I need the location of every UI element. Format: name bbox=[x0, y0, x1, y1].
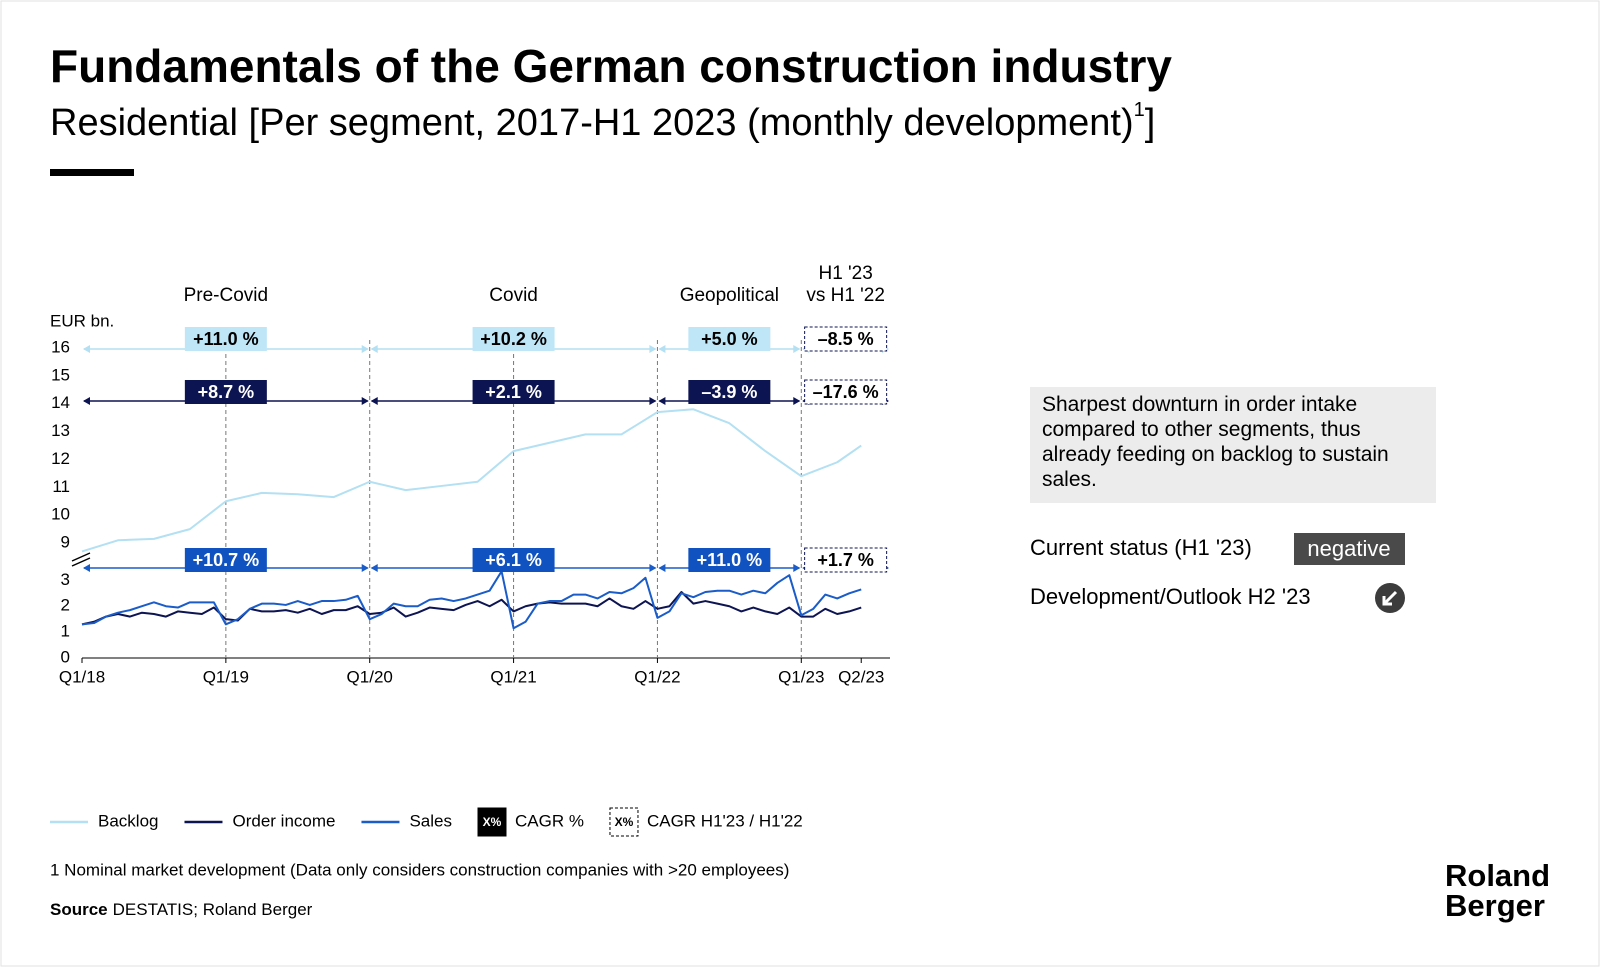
cagr-label: +5.0 % bbox=[701, 329, 758, 349]
logo-line: Berger bbox=[1445, 888, 1545, 923]
source-label: Source bbox=[50, 900, 108, 919]
cagr-label: –17.6 % bbox=[813, 382, 879, 402]
x-tick-label: Q1/23 bbox=[778, 667, 824, 686]
commentary: Sharpest downturn in order intake compar… bbox=[1042, 393, 1389, 491]
cagr-box bbox=[184, 548, 267, 572]
legend-symbol: X% bbox=[615, 815, 634, 829]
y-tick-label: 3 bbox=[61, 570, 70, 589]
legend-label: Backlog bbox=[98, 811, 158, 830]
logo-line: Roland bbox=[1445, 858, 1550, 893]
y-tick-label: 0 bbox=[61, 647, 70, 666]
y-tick-label: 14 bbox=[51, 393, 70, 412]
period-label: vs H1 '22 bbox=[806, 285, 885, 306]
y-tick-label: 10 bbox=[51, 505, 70, 524]
source: Source DESTATIS; Roland Berger bbox=[50, 900, 313, 919]
period-label: Geopolitical bbox=[680, 285, 779, 306]
cagr-label: +2.1 % bbox=[485, 382, 542, 402]
subtitle-end: ] bbox=[1145, 102, 1156, 144]
cagr-box bbox=[472, 327, 555, 351]
title-bar bbox=[50, 169, 134, 176]
legend-label: Sales bbox=[409, 811, 452, 830]
outlook-label: Development/Outlook H2 '23 bbox=[1030, 584, 1311, 609]
commentary-box bbox=[1030, 387, 1436, 503]
cagr-box bbox=[184, 327, 267, 351]
commentary-holder: Sharpest downturn in order intake compar… bbox=[1042, 393, 1389, 491]
cagr-box bbox=[804, 379, 888, 405]
x-tick-label: Q1/20 bbox=[347, 667, 393, 686]
axis-break bbox=[71, 552, 91, 567]
series-line bbox=[81, 408, 862, 553]
cagr-label: +8.7 % bbox=[198, 382, 255, 402]
status-badge bbox=[1294, 533, 1405, 565]
cagr-box bbox=[688, 380, 771, 404]
y-tick-label: 15 bbox=[51, 365, 70, 384]
cagr-box bbox=[804, 326, 888, 352]
period-label: Covid bbox=[489, 285, 538, 306]
subtitle-text: Residential [Per segment, 2017-H1 2023 (… bbox=[50, 102, 1134, 144]
x-tick-label: Q1/19 bbox=[203, 667, 249, 686]
series-line bbox=[81, 591, 862, 626]
cagr-label: +11.0 % bbox=[193, 329, 259, 349]
x-tick-label: Q1/22 bbox=[634, 667, 680, 686]
cagr-label: +10.7 % bbox=[193, 550, 260, 570]
x-tick-label: Q1/18 bbox=[59, 667, 105, 686]
legend-label: CAGR H1'23 / H1'22 bbox=[647, 811, 803, 830]
legend-box bbox=[477, 807, 507, 837]
cagr-box bbox=[688, 548, 771, 572]
cagr-box bbox=[472, 548, 555, 572]
cagr-label: –8.5 % bbox=[818, 329, 874, 349]
footnote: 1 Nominal market development (Data only … bbox=[50, 860, 789, 879]
x-tick-label: Q1/21 bbox=[490, 667, 536, 686]
cagr-label: +6.1 % bbox=[485, 550, 542, 570]
status-value: negative bbox=[1307, 536, 1390, 561]
cagr-label: +1.7 % bbox=[817, 550, 874, 570]
y-tick-label: 11 bbox=[52, 477, 70, 496]
period-label: Pre-Covid bbox=[184, 285, 268, 306]
subtitle: Residential [Per segment, 2017-H1 2023 (… bbox=[50, 99, 1155, 144]
cagr-box bbox=[804, 547, 888, 573]
y-tick-label: 1 bbox=[61, 622, 70, 641]
status-label: Current status (H1 '23) bbox=[1030, 535, 1252, 560]
cagr-label: +10.2 % bbox=[480, 329, 547, 349]
x-tick-label: Q2/23 bbox=[838, 667, 884, 686]
subtitle-note: 1 bbox=[1134, 99, 1145, 121]
legend-label: Order income bbox=[232, 811, 335, 830]
unit-label: EUR bn. bbox=[50, 311, 114, 330]
outlook-arrow bbox=[1382, 590, 1398, 606]
y-tick-label: 16 bbox=[51, 337, 70, 356]
y-tick-label: 2 bbox=[61, 596, 70, 615]
title: Fundamentals of the German construction … bbox=[50, 40, 1172, 92]
legend-box bbox=[609, 807, 639, 837]
cagr-box bbox=[184, 380, 267, 404]
period-label: H1 '23 bbox=[818, 263, 872, 284]
series-line bbox=[81, 570, 862, 630]
legend-label: CAGR % bbox=[515, 811, 584, 830]
legend-symbol: X% bbox=[483, 815, 502, 829]
cagr-label: +11.0 % bbox=[697, 550, 763, 570]
cagr-label: –3.9 % bbox=[701, 382, 757, 402]
y-tick-label: 13 bbox=[51, 421, 70, 440]
y-tick-label: 9 bbox=[61, 533, 70, 552]
cagr-box bbox=[688, 327, 771, 351]
y-tick-label: 12 bbox=[51, 449, 70, 468]
cagr-box bbox=[472, 380, 555, 404]
source-text: DESTATIS; Roland Berger bbox=[113, 900, 313, 919]
